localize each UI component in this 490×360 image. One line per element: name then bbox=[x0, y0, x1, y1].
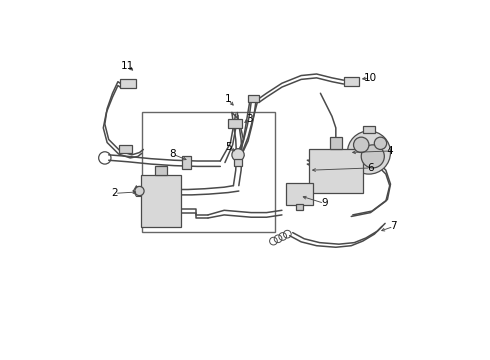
Text: 9: 9 bbox=[321, 198, 328, 208]
Bar bbox=[363, 126, 375, 133]
Bar bbox=[120, 145, 132, 153]
Bar bbox=[343, 77, 359, 86]
Text: 11: 11 bbox=[122, 61, 135, 71]
Bar bbox=[309, 149, 363, 193]
Bar bbox=[248, 95, 259, 103]
Circle shape bbox=[232, 149, 244, 161]
Text: 1: 1 bbox=[225, 94, 231, 104]
Bar bbox=[296, 204, 303, 210]
Bar bbox=[155, 166, 167, 175]
Bar bbox=[286, 183, 314, 205]
Text: 8: 8 bbox=[169, 149, 176, 159]
Text: 4: 4 bbox=[387, 146, 393, 156]
Bar bbox=[330, 137, 342, 149]
Circle shape bbox=[347, 131, 391, 174]
Text: 7: 7 bbox=[390, 221, 397, 231]
Bar bbox=[120, 78, 136, 88]
Circle shape bbox=[354, 137, 369, 153]
Circle shape bbox=[135, 186, 144, 196]
Circle shape bbox=[374, 137, 387, 149]
Bar bbox=[228, 119, 242, 128]
Circle shape bbox=[361, 145, 384, 168]
Text: 2: 2 bbox=[112, 188, 118, 198]
Text: 5: 5 bbox=[225, 142, 231, 152]
Bar bbox=[142, 112, 275, 232]
Bar bbox=[182, 156, 191, 170]
Bar bbox=[234, 159, 242, 166]
Text: 3: 3 bbox=[246, 114, 253, 123]
Text: 10: 10 bbox=[364, 73, 377, 83]
Text: 6: 6 bbox=[367, 163, 374, 173]
Bar bbox=[141, 175, 181, 227]
